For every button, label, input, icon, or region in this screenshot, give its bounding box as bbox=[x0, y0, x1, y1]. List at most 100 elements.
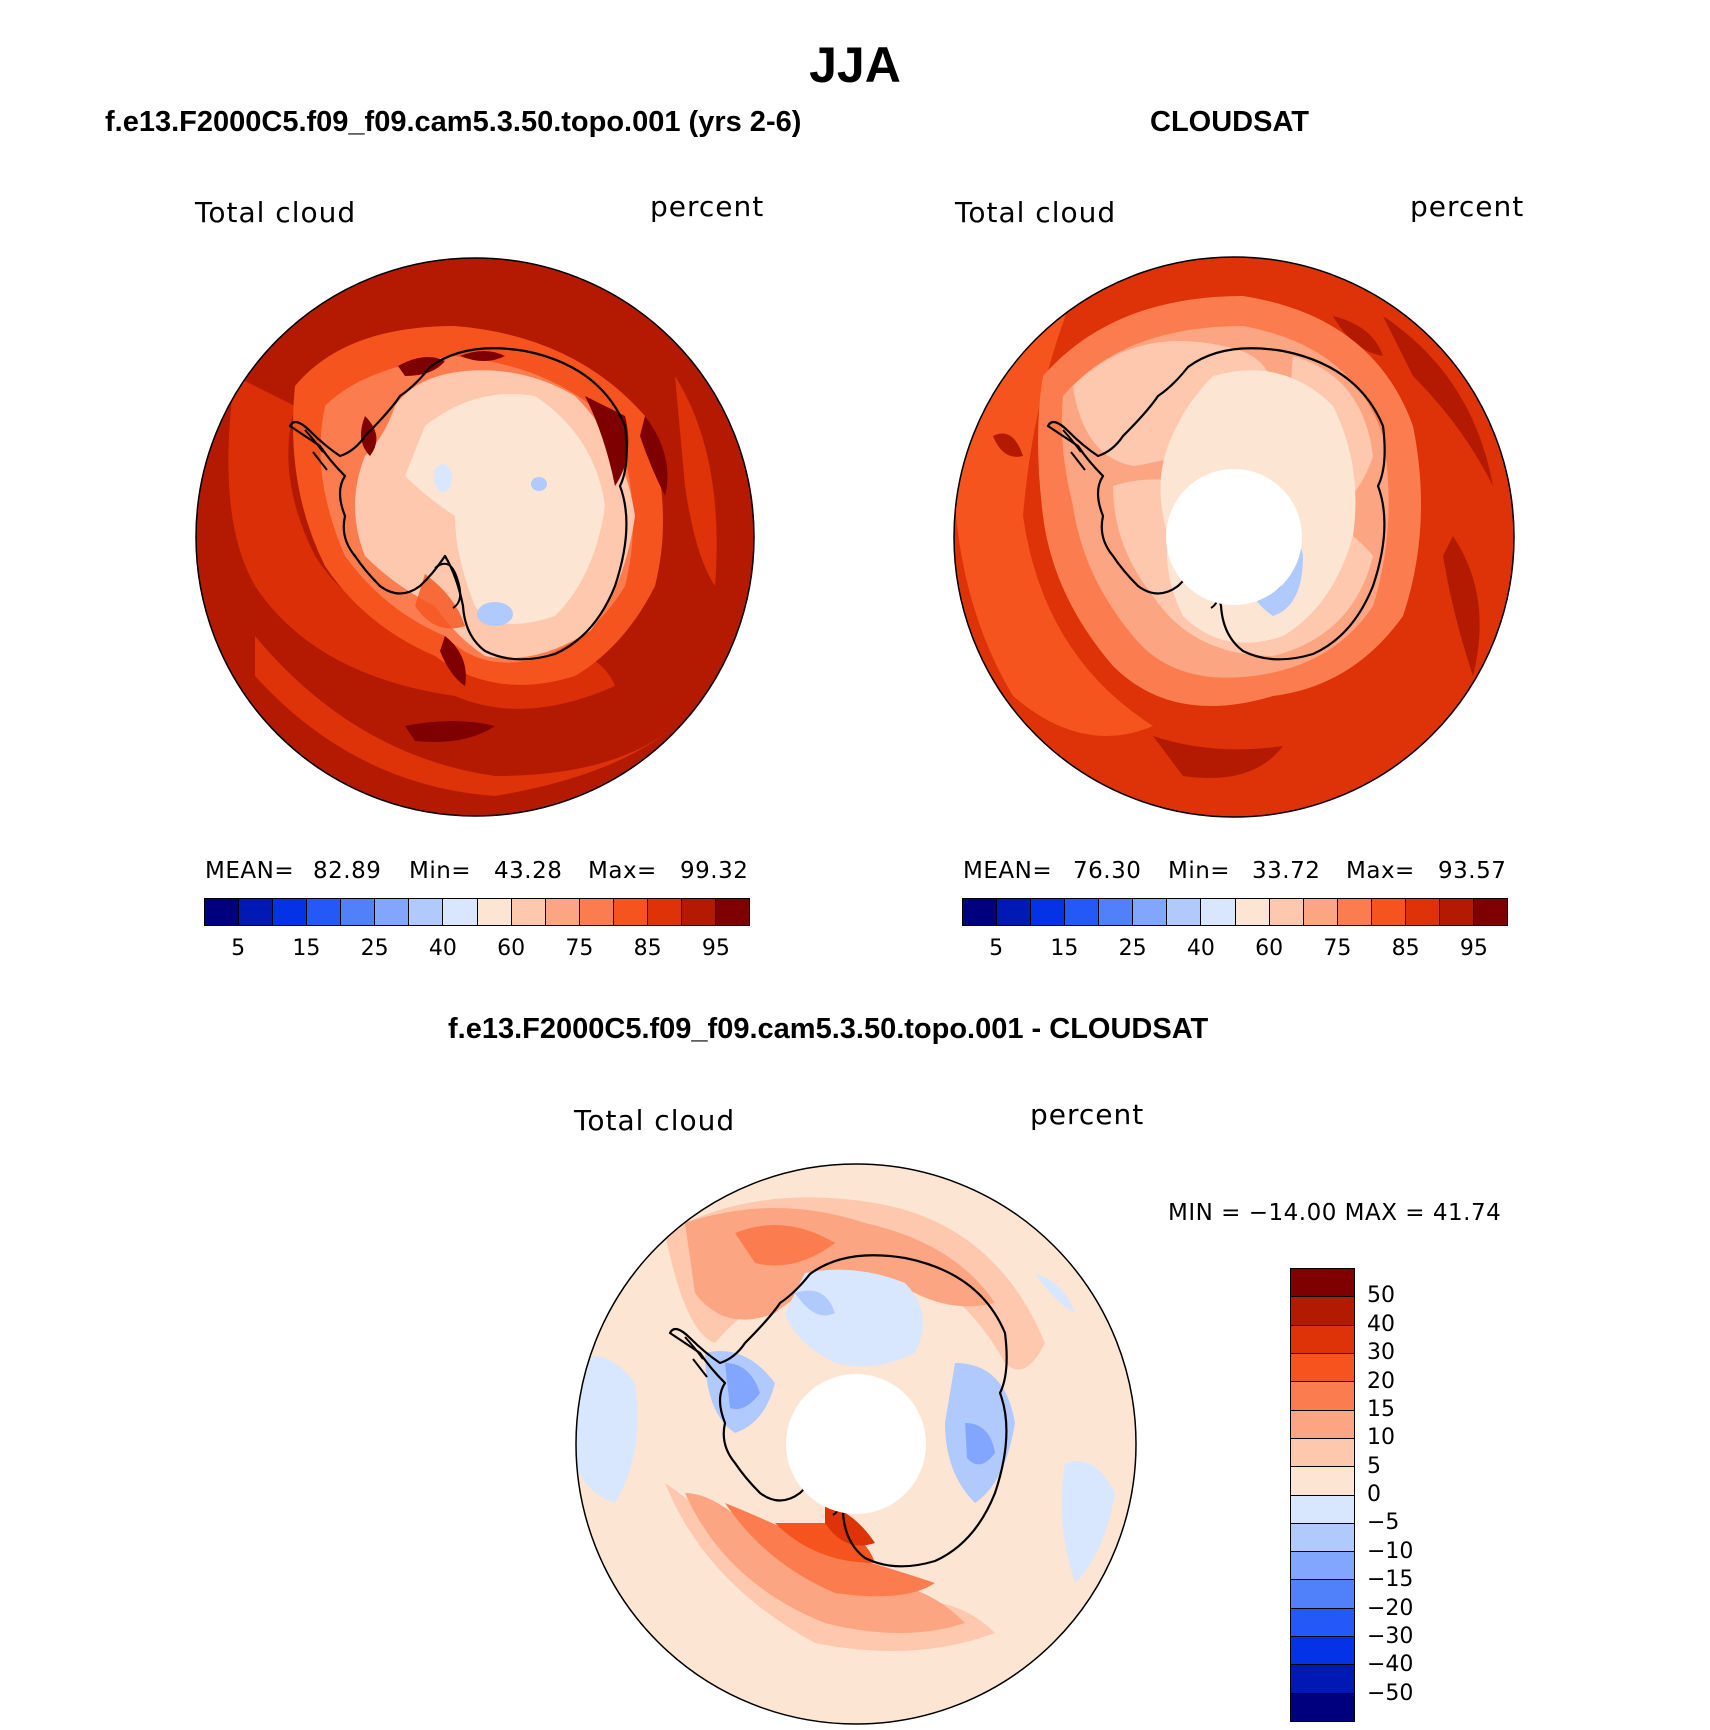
colorbar-tick-label: −20 bbox=[1367, 1595, 1414, 1621]
colorbar-tick-label: −5 bbox=[1367, 1510, 1400, 1536]
colorbar-swatch bbox=[273, 899, 308, 925]
colorbar-tick-label: 30 bbox=[1367, 1340, 1395, 1366]
colorbar-swatch bbox=[681, 899, 716, 925]
model-variable-label: Total cloud bbox=[195, 196, 357, 229]
colorbar-swatch bbox=[647, 899, 682, 925]
colorbar-swatch bbox=[1291, 1325, 1354, 1354]
model-mean-value: 82.89 bbox=[313, 858, 382, 884]
obs-mean-value: 76.30 bbox=[1073, 858, 1142, 884]
colorbar-swatch bbox=[1291, 1495, 1354, 1524]
colorbar-tick-label: 10 bbox=[1367, 1425, 1395, 1451]
colorbar-swatch bbox=[1099, 899, 1134, 925]
model-panel-title: f.e13.F2000C5.f09_f09.cam5.3.50.topo.001… bbox=[105, 106, 802, 138]
colorbar-tick-label: 15 bbox=[1367, 1396, 1395, 1422]
model-min-value: 43.28 bbox=[494, 858, 563, 884]
colorbar-swatch bbox=[1303, 899, 1338, 925]
colorbar-tick-label: 5 bbox=[1367, 1453, 1381, 1479]
colorbar-tick-label: 0 bbox=[1367, 1482, 1381, 1507]
colorbar-tick-label: 15 bbox=[1050, 936, 1079, 961]
diff-minmax-label: MIN = −14.00 MAX = 41.74 bbox=[1168, 1200, 1502, 1226]
colorbar-swatch bbox=[239, 899, 274, 925]
colorbar-swatch bbox=[1291, 1297, 1354, 1326]
colorbar-tick-label: −30 bbox=[1367, 1623, 1414, 1649]
obs-panel-title: CLOUDSAT bbox=[1150, 106, 1309, 138]
model-polar-map bbox=[195, 257, 755, 817]
colorbar-tick-label: 85 bbox=[633, 936, 662, 961]
model-max-label: Max= bbox=[588, 858, 657, 884]
colorbar-swatch bbox=[1269, 899, 1304, 925]
colorbar-tick-label: 40 bbox=[428, 936, 457, 961]
colorbar-swatch bbox=[511, 899, 546, 925]
colorbar-swatch bbox=[375, 899, 410, 925]
colorbar-tick-label: −50 bbox=[1367, 1680, 1414, 1706]
colorbar-swatch bbox=[1291, 1353, 1354, 1383]
obs-min-label: Min= bbox=[1168, 858, 1231, 884]
colorbar-tick-label: −10 bbox=[1367, 1538, 1414, 1564]
colorbar-swatch bbox=[545, 899, 580, 925]
colorbar-tick-label: 5 bbox=[231, 936, 246, 961]
colorbar-tick-label: 75 bbox=[1323, 936, 1352, 961]
diff-panel-title: f.e13.F2000C5.f09_f09.cam5.3.50.topo.001… bbox=[448, 1013, 1209, 1045]
main-title: JJA bbox=[809, 37, 901, 93]
colorbar-swatch bbox=[1291, 1269, 1354, 1298]
colorbar-tick-label: 50 bbox=[1367, 1283, 1395, 1309]
model-mean-label: MEAN= bbox=[205, 858, 295, 884]
diff-variable-label: Total cloud bbox=[574, 1104, 736, 1137]
colorbar-swatch bbox=[1133, 899, 1168, 925]
colorbar-swatch bbox=[1065, 899, 1100, 925]
colorbar-tick-label: −40 bbox=[1367, 1652, 1414, 1678]
colorbar-swatch bbox=[477, 899, 512, 925]
colorbar-swatch bbox=[715, 899, 749, 925]
obs-polar-map bbox=[953, 256, 1515, 818]
obs-min-value: 33.72 bbox=[1252, 858, 1321, 884]
colorbar-swatch bbox=[1201, 899, 1236, 925]
colorbar-swatch bbox=[1439, 899, 1474, 925]
colorbar-swatch bbox=[1291, 1410, 1354, 1439]
colorbar-swatch bbox=[1235, 899, 1270, 925]
colorbar-tick-label: 60 bbox=[497, 936, 526, 961]
colorbar-tick-label: 40 bbox=[1367, 1311, 1395, 1337]
colorbar-tick-label: 20 bbox=[1367, 1368, 1395, 1394]
colorbar-tick-label: 40 bbox=[1186, 936, 1215, 961]
colorbar-tick-label: 85 bbox=[1391, 936, 1420, 961]
colorbar-swatch bbox=[1291, 1438, 1354, 1468]
model-colorbar bbox=[204, 898, 750, 926]
colorbar-swatch bbox=[579, 899, 614, 925]
colorbar-swatch bbox=[1291, 1382, 1354, 1411]
colorbar-swatch bbox=[341, 899, 376, 925]
colorbar-swatch bbox=[1473, 899, 1507, 925]
colorbar-tick-label: 25 bbox=[1118, 936, 1147, 961]
obs-max-value: 93.57 bbox=[1438, 858, 1507, 884]
obs-colorbar bbox=[962, 898, 1508, 926]
colorbar-tick-label: 95 bbox=[1459, 936, 1488, 961]
colorbar-tick-label: −15 bbox=[1367, 1567, 1414, 1593]
colorbar-tick-label: 15 bbox=[292, 936, 321, 961]
colorbar-swatch bbox=[1291, 1523, 1354, 1553]
model-max-value: 99.32 bbox=[680, 858, 749, 884]
colorbar-swatch bbox=[307, 899, 342, 925]
colorbar-swatch bbox=[1405, 899, 1440, 925]
colorbar-swatch bbox=[1031, 899, 1066, 925]
colorbar-swatch bbox=[997, 899, 1032, 925]
diff-polar-map bbox=[575, 1163, 1137, 1725]
colorbar-swatch bbox=[409, 899, 444, 925]
obs-units-label: percent bbox=[1410, 190, 1525, 223]
colorbar-tick-label: 75 bbox=[565, 936, 594, 961]
colorbar-tick-label: 60 bbox=[1255, 936, 1284, 961]
obs-mean-label: MEAN= bbox=[963, 858, 1053, 884]
colorbar-swatch bbox=[613, 899, 648, 925]
colorbar-swatch bbox=[1291, 1637, 1354, 1666]
diff-colorbar bbox=[1290, 1268, 1355, 1722]
model-units-label: percent bbox=[650, 190, 765, 223]
colorbar-swatch bbox=[1291, 1608, 1354, 1638]
colorbar-swatch bbox=[1291, 1467, 1354, 1496]
colorbar-swatch bbox=[963, 899, 998, 925]
colorbar-swatch bbox=[1167, 899, 1202, 925]
model-min-label: Min= bbox=[409, 858, 472, 884]
colorbar-swatch bbox=[1291, 1665, 1354, 1694]
obs-max-label: Max= bbox=[1346, 858, 1415, 884]
colorbar-swatch bbox=[1291, 1580, 1354, 1609]
colorbar-swatch bbox=[1371, 899, 1406, 925]
obs-variable-label: Total cloud bbox=[955, 196, 1117, 229]
colorbar-swatch bbox=[205, 899, 240, 925]
